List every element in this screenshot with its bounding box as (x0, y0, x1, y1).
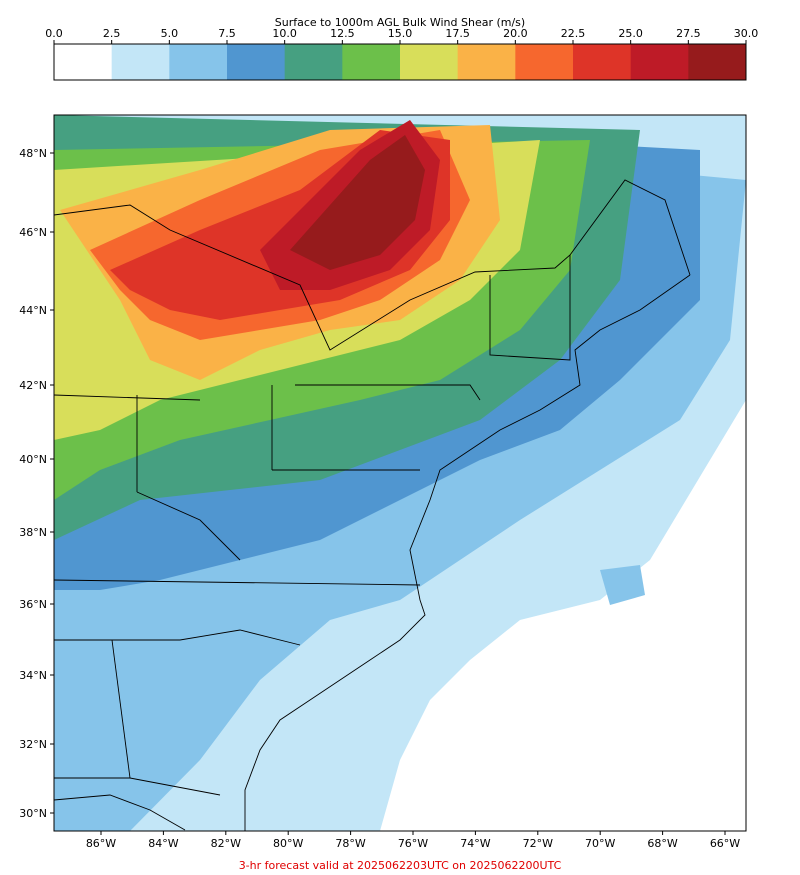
colorbar-swatch (284, 44, 343, 80)
boundaries (54, 179, 691, 831)
lon-label: 78°W (335, 837, 365, 850)
colorbar-tick-label: 20.0 (503, 27, 528, 40)
colorbar-tick-label: 12.5 (330, 27, 355, 40)
lon-label: 80°W (273, 837, 303, 850)
lon-label: 66°W (710, 837, 740, 850)
colorbar-tick-label: 2.5 (103, 27, 121, 40)
colorbar-swatch (457, 44, 516, 80)
state-line-ne (489, 255, 571, 361)
colorbar-swatch (169, 44, 228, 80)
state-line-al-ga (111, 639, 131, 779)
lon-label: 74°W (460, 837, 490, 850)
state-line-mi-in-oh (54, 394, 201, 401)
colorbar-swatch (688, 44, 747, 80)
colorbar-tick-label: 27.5 (676, 27, 701, 40)
lat-label: 36°N (19, 598, 47, 611)
lon-label: 68°W (647, 837, 677, 850)
lat-label: 32°N (19, 738, 47, 751)
latitude-axis: 48°N 46°N 44°N 42°N 40°N 38°N 36°N 34°N 32°N 30°N (19, 147, 54, 820)
state-line-ky-wv (136, 491, 241, 561)
lon-label: 84°W (148, 837, 178, 850)
colorbar-tick-label: 15.0 (388, 27, 413, 40)
colorbar-tick-label: 10.0 (272, 27, 297, 40)
map-frame (53, 114, 747, 832)
colorbar-title: Surface to 1000m AGL Bulk Wind Shear (m/… (274, 16, 526, 29)
colorbar-tick-label: 22.5 (561, 27, 586, 40)
east-coast (244, 274, 691, 831)
lat-label: 48°N (19, 147, 47, 160)
shear-band-5-0-atl (600, 565, 645, 605)
state-line-tn-ga (54, 629, 301, 646)
colorbar-swatch (54, 44, 113, 80)
map-panel: 86°W 84°W 82°W 80°W 78°W 76°W 74°W 72°W 70°W 68°W… (19, 114, 747, 850)
colorbar-tick-label: 30.0 (734, 27, 759, 40)
lon-label: 72°W (523, 837, 553, 850)
colorbar-swatch (515, 44, 574, 80)
lat-label: 46°N (19, 226, 47, 239)
colorbar-tick-label: 25.0 (618, 27, 643, 40)
state-line-va-nc (54, 579, 421, 586)
state-line-ny-pa (295, 384, 481, 401)
colorbar-swatch (111, 44, 170, 80)
shear-band-27-5 (290, 135, 425, 270)
colorbar-tick-label: 5.0 (161, 27, 179, 40)
canada-us-border (54, 179, 691, 351)
lat-label: 42°N (19, 379, 47, 392)
lon-label: 76°W (398, 837, 428, 850)
lat-label: 44°N (19, 304, 47, 317)
colorbar-swatch (227, 44, 286, 80)
shear-field (54, 115, 746, 831)
lat-label: 30°N (19, 807, 47, 820)
lat-label: 34°N (19, 669, 47, 682)
lon-label: 82°W (211, 837, 241, 850)
colorbar-swatch (630, 44, 689, 80)
colorbar-tick-label: 17.5 (445, 27, 470, 40)
colorbar-swatch (342, 44, 401, 80)
lat-label: 40°N (19, 453, 47, 466)
forecast-footer: 3-hr forecast valid at 2025062203UTC on … (238, 859, 562, 872)
lon-label: 86°W (86, 837, 116, 850)
colorbar-swatch (400, 44, 459, 80)
lon-label: 70°W (585, 837, 615, 850)
colorbar-swatch (573, 44, 632, 80)
colorbar-tick-label: 7.5 (218, 27, 236, 40)
longitude-axis: 86°W 84°W 82°W 80°W 78°W 76°W 74°W 72°W 70°W 68°W… (86, 831, 740, 850)
gulf-coast (54, 794, 186, 831)
lat-label: 38°N (19, 526, 47, 539)
colorbar-tick-label: 0.0 (45, 27, 63, 40)
colorbar: 0.0 2.5 5.0 7.5 10.0 12.5 15.0 17.5 20.0 22.5 25.0… (45, 27, 759, 81)
